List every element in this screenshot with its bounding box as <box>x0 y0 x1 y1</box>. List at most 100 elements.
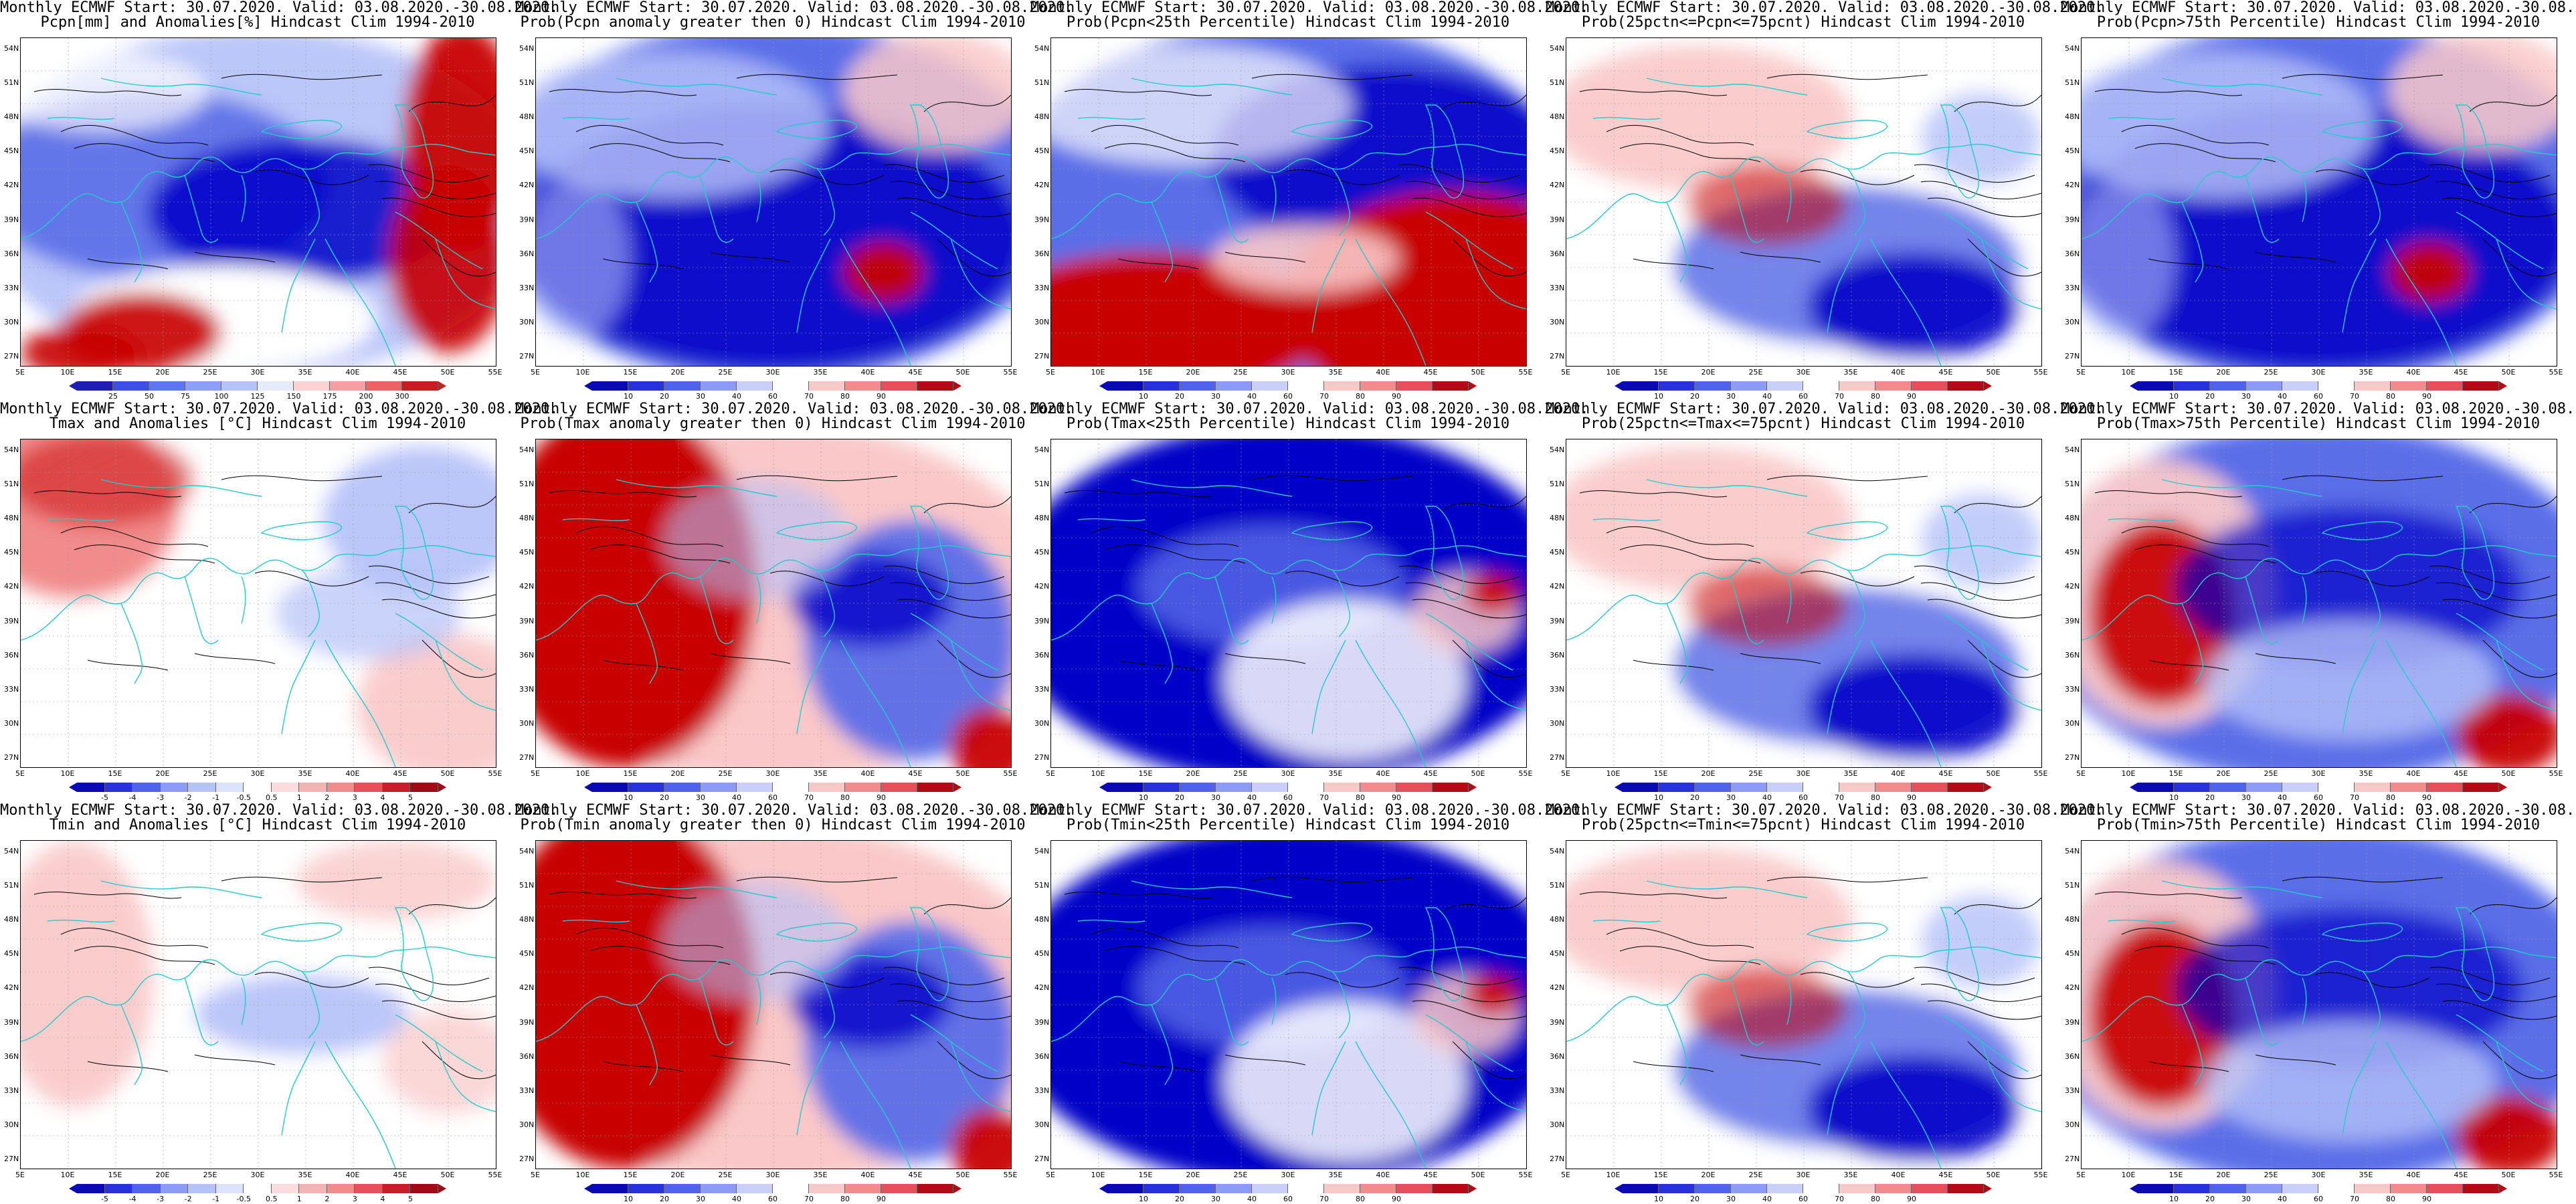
longitude-label: 15E <box>623 368 638 377</box>
longitude-label: 40E <box>2406 769 2421 778</box>
shaded-field <box>21 38 496 366</box>
colorbar-swatch <box>1803 783 1839 792</box>
coastline <box>47 518 115 522</box>
longitude-label: 20E <box>670 769 685 778</box>
contour-line <box>602 660 684 671</box>
contour-line <box>1412 599 1526 619</box>
contour-line <box>1285 571 1400 587</box>
coastline <box>281 1041 316 1136</box>
latitude-label: 36N <box>4 249 19 258</box>
map-area <box>20 439 496 768</box>
contour-line <box>33 891 182 899</box>
contour-line <box>1967 1041 2041 1080</box>
colorbar-tick-label: 40 <box>2278 392 2287 401</box>
latitude-label: 54N <box>4 445 19 454</box>
colorbar-tick-label: 40 <box>732 793 741 802</box>
colorbar-swatch <box>1288 1184 1324 1193</box>
colorbar-swatch <box>1875 1184 1912 1193</box>
colorbar-right-arrow <box>1469 783 1477 792</box>
longitude-label: 5E <box>1561 769 1570 778</box>
shaded-region <box>844 38 1011 152</box>
longitude-label: 30E <box>1796 368 1811 377</box>
latitude-label: 48N <box>1034 514 1050 523</box>
colorbar-swatch <box>2318 381 2355 391</box>
colorbar-tick-label: 10 <box>1139 1195 1148 1203</box>
colorbar-swatch <box>737 1184 773 1193</box>
map-field-svg <box>1051 841 1526 1169</box>
contour-line <box>2134 946 2276 965</box>
coastline <box>699 576 734 644</box>
colorbar-swatch <box>410 783 438 792</box>
colorbar-swatch <box>1433 381 1469 391</box>
map-field-svg <box>2082 38 2557 366</box>
colorbar-swatch <box>2355 1184 2391 1193</box>
coastline <box>1465 238 1526 310</box>
shaded-region <box>2389 242 2470 302</box>
colorbar-left-arrow <box>584 783 592 792</box>
colorbar-tick-label: 3 <box>352 793 357 802</box>
latitude-label: 27N <box>519 1155 535 1163</box>
contour-line <box>1439 94 1526 112</box>
longitude-label: 45E <box>393 368 407 377</box>
shaded-region <box>1921 92 2041 185</box>
colorbar-right-arrow <box>2499 783 2507 792</box>
contour-line <box>575 124 724 146</box>
coastline <box>796 238 831 333</box>
latitude-label: 45N <box>519 548 535 557</box>
colorbar-tick-label: 80 <box>1871 392 1880 401</box>
shaded-region <box>382 1008 496 1115</box>
colorbar-swatch <box>664 783 701 792</box>
shaded-region <box>275 567 462 660</box>
colorbar-tick-label: -2 <box>184 793 192 802</box>
latitude-label: 51N <box>2065 480 2080 489</box>
latitude-label: 27N <box>2065 352 2080 361</box>
panel-title-line2: Prob(Pcpn anomaly greater then 0) Hindca… <box>520 14 1026 31</box>
coastline <box>21 544 496 641</box>
latitude-label: 30N <box>519 317 535 326</box>
coastline <box>536 544 1011 641</box>
latitude-label: 30N <box>519 718 535 728</box>
coastline <box>2342 1041 2377 1136</box>
panel-title-line1: Monthly ECMWF Start: 30.07.2020. Valid: … <box>1030 401 1589 417</box>
latitude-label: 45N <box>1034 146 1050 156</box>
latitude-label: 51N <box>1550 78 1565 88</box>
colorbar-tick-label: 80 <box>1356 1195 1365 1203</box>
shaded-region <box>295 841 496 921</box>
longitude-label: 40E <box>2406 368 2421 377</box>
contour-line <box>1091 124 1239 146</box>
colorbar-swatch <box>1180 381 1216 391</box>
latitude-label: 48N <box>4 915 19 924</box>
coastline <box>1730 175 1764 243</box>
colorbar-swatch <box>1623 1184 1659 1193</box>
longitude-label: 25E <box>718 769 733 778</box>
colorbar <box>584 381 961 391</box>
panel-title-line2: Prob(Tmin<25th Percentile) Hindcast Clim… <box>1066 817 1510 833</box>
coastline <box>1786 576 1792 624</box>
colorbar-tick-label: 1 <box>296 793 302 802</box>
latitude-label: 51N <box>1550 480 1565 489</box>
colorbar-left-arrow <box>584 1184 592 1193</box>
latitude-label: 33N <box>4 1086 19 1095</box>
colorbar-tick-label: -4 <box>128 793 136 802</box>
colorbar <box>1099 381 1477 391</box>
forecast-panel-r1c2: Monthly ECMWF Start: 30.07.2020. Valid: … <box>515 0 1073 401</box>
latitude-label: 48N <box>519 112 535 122</box>
coastline <box>325 1041 396 1169</box>
longitude-label: 45E <box>1938 1171 1953 1179</box>
longitude-label: 25E <box>2264 769 2278 778</box>
contour-line <box>1251 475 1413 482</box>
longitude-label: 35E <box>2359 368 2373 377</box>
colorbar-swatch <box>917 783 953 792</box>
latitude-label: 51N <box>1550 881 1565 890</box>
longitude-label: 15E <box>623 769 638 778</box>
contour-line <box>1954 897 2041 915</box>
coastline <box>1566 946 2041 1042</box>
contour-line <box>2469 897 2557 915</box>
shaded-region <box>1225 600 1466 761</box>
contour-line <box>2134 143 2276 163</box>
contour-line <box>408 897 496 915</box>
coastline <box>2342 639 2377 734</box>
shaded-field <box>1566 439 2041 767</box>
contour-line <box>1224 1054 1306 1066</box>
colorbar-tick-label: 60 <box>768 793 777 802</box>
